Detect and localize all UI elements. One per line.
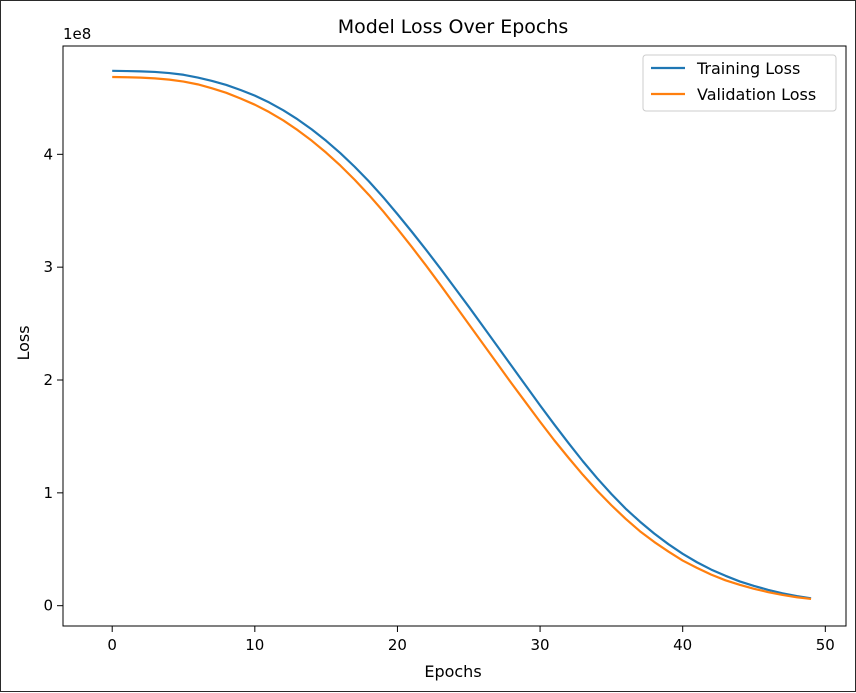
series-line-training-loss xyxy=(112,69,812,600)
y-tick-label: 2 xyxy=(43,371,53,389)
axis-ticks: 0 10 20 30 40 50 0 1 2 3 4 xyxy=(43,145,834,654)
legend-box xyxy=(642,54,837,112)
x-tick-label: 0 xyxy=(107,636,117,654)
series-lines xyxy=(112,69,812,601)
y-tick-label: 4 xyxy=(43,145,53,163)
y-axis-multiplier: 1e8 xyxy=(63,25,91,43)
x-tick-label: 10 xyxy=(245,636,264,654)
y-tick-label: 3 xyxy=(43,258,53,276)
y-axis-label: Loss xyxy=(14,325,33,360)
legend-entry-label: Training Loss xyxy=(696,59,800,78)
x-tick-label: 30 xyxy=(531,636,550,654)
series-line-validation-loss xyxy=(112,75,812,601)
plot-area-frame xyxy=(62,45,847,627)
x-tick-label: 40 xyxy=(673,636,692,654)
y-tick-label: 1 xyxy=(43,484,53,502)
x-axis-label: Epochs xyxy=(424,662,481,681)
x-tick-label: 20 xyxy=(388,636,407,654)
y-tick-label: 0 xyxy=(43,597,53,615)
legend-entry-label: Validation Loss xyxy=(697,85,816,104)
legend: Training Loss Validation Loss xyxy=(642,54,837,112)
x-tick-label: 50 xyxy=(816,636,835,654)
chart-title: Model Loss Over Epochs xyxy=(338,16,569,38)
